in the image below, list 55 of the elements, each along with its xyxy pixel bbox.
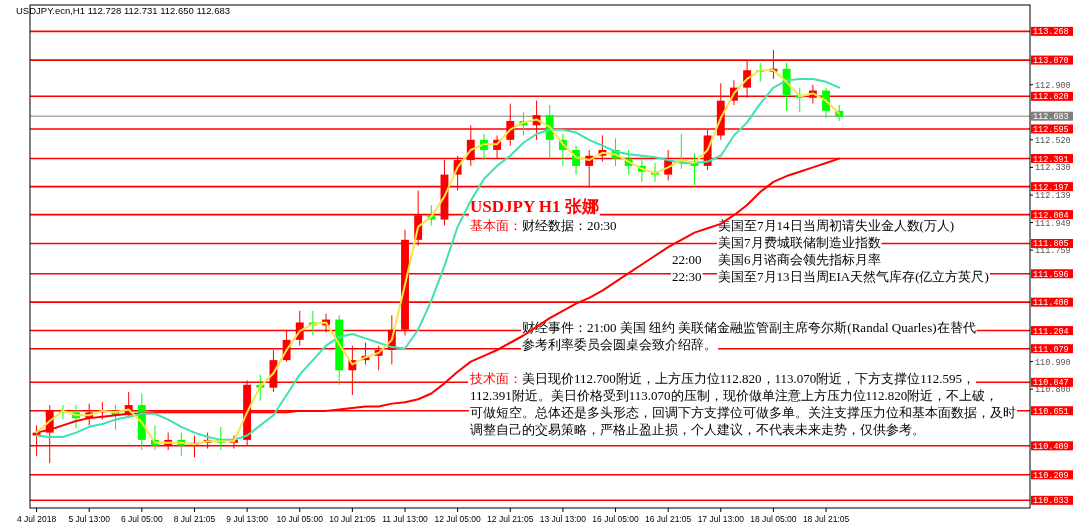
ref-line-label: 112.683 bbox=[1033, 112, 1069, 123]
ref-line-label: 112.820 bbox=[1033, 92, 1069, 103]
chart-title: USDJPY.ecn,H1 112.728 112.731 112.650 112.683 bbox=[16, 5, 231, 16]
ref-line-label: 112.391 bbox=[1033, 154, 1069, 165]
x-tick-label: 5 Jul 13:00 bbox=[68, 514, 111, 524]
x-tick-label: 18 Jul 05:00 bbox=[750, 514, 797, 524]
x-tick-label: 12 Jul 21:05 bbox=[487, 514, 534, 524]
ref-line-label: 110.651 bbox=[1033, 406, 1069, 417]
annotation: 美国7月费城联储制造业指数 bbox=[718, 235, 881, 250]
ref-line-label: 110.409 bbox=[1033, 441, 1069, 452]
annotation: 调整自己的交易策略，严格止盈止损，个人建议，不代表未来走势，仅供参考。 bbox=[470, 422, 925, 437]
x-tick-label: 16 Jul 05:00 bbox=[592, 514, 639, 524]
x-tick-label: 9 Jul 13:00 bbox=[226, 514, 269, 524]
ref-line-label: 112.197 bbox=[1033, 182, 1069, 193]
x-tick-label: 6 Jul 05:00 bbox=[121, 514, 163, 524]
annotation: 参考利率委员会圆桌会致介绍辞。 bbox=[522, 337, 717, 352]
annotation: 美国至7月13日当周EIA天然气库存(亿立方英尺) bbox=[718, 269, 989, 284]
y-tick-label: 110.800 bbox=[1035, 385, 1071, 396]
ref-line-label: 112.595 bbox=[1033, 124, 1069, 135]
annotation: 财经数据：20:30 bbox=[522, 218, 617, 233]
x-tick-label: 8 Jul 21:05 bbox=[173, 514, 216, 524]
annotation: 基本面： bbox=[470, 218, 522, 233]
x-tick-label: 18 Jul 21:05 bbox=[802, 514, 850, 524]
x-tick-label: 10 Jul 05:00 bbox=[276, 514, 324, 524]
ref-line-label: 110.033 bbox=[1033, 496, 1069, 507]
ref-line-label: 113.070 bbox=[1033, 56, 1069, 67]
y-tick-label: 110.990 bbox=[1035, 357, 1071, 368]
annotation: USDJPY H1 张娜 bbox=[470, 197, 599, 216]
annotation: 美国6月谘商会领先指标月率 bbox=[718, 252, 881, 267]
ref-line-label: 112.004 bbox=[1033, 210, 1069, 221]
ref-line-label: 111.400 bbox=[1033, 298, 1069, 309]
ref-line-label: 111.204 bbox=[1033, 326, 1069, 337]
annotation: 技术面： bbox=[469, 371, 522, 386]
y-tick-label: 112.139 bbox=[1035, 191, 1071, 202]
ref-line-label: 110.209 bbox=[1033, 470, 1069, 481]
x-tick-label: 11 Jul 13:00 bbox=[382, 514, 429, 524]
annotation: 22:30 bbox=[672, 269, 702, 284]
y-tick-label: 111.759 bbox=[1035, 246, 1071, 257]
annotation: 22:00 bbox=[672, 252, 702, 267]
ref-line-label: 111.079 bbox=[1033, 344, 1069, 355]
annotation: 美日现价112.700附近，上方压力位112.820，113.070附近，下方支撑位112.595， bbox=[522, 371, 976, 386]
x-tick-label: 17 Jul 13:00 bbox=[697, 514, 745, 524]
y-tick-label: 111.949 bbox=[1035, 218, 1071, 229]
x-tick-label: 10 Jul 21:05 bbox=[329, 514, 376, 524]
ref-line-label: 111.596 bbox=[1033, 269, 1069, 280]
x-tick-label: 12 Jul 05:00 bbox=[434, 514, 482, 524]
y-tick-label: 112.330 bbox=[1035, 163, 1071, 174]
x-tick-label: 4 Jul 2018 bbox=[16, 514, 57, 524]
annotation: 112.391附近。美日价格受到113.070的压制，现价做单注意上方压力位112.820附近，不上破， bbox=[470, 388, 999, 403]
x-tick-label: 16 Jul 21:05 bbox=[644, 514, 692, 524]
x-tick-label: 13 Jul 13:00 bbox=[539, 514, 587, 524]
annotation: 可做短空。总体还是多头形态，回调下方支撑位可做多单。关注支撑压力位和基本面数据，及时 bbox=[470, 405, 1016, 420]
y-tick-label: 112.900 bbox=[1035, 80, 1071, 91]
ref-line-label: 113.268 bbox=[1033, 27, 1069, 38]
y-tick-label: 112.520 bbox=[1035, 135, 1071, 146]
